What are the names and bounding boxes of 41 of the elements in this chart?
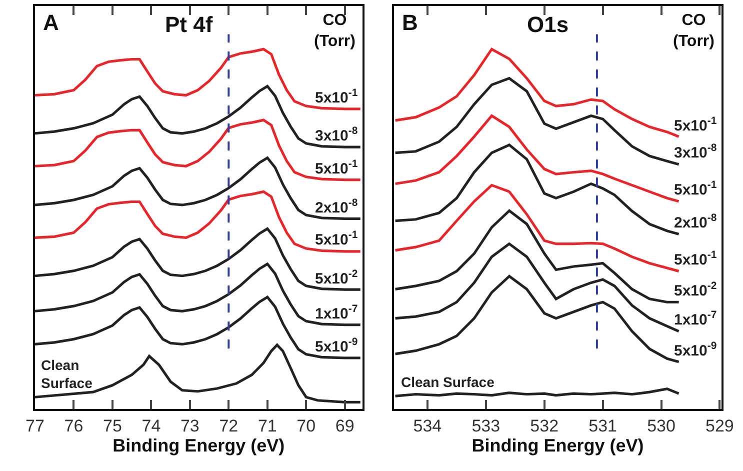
chart-title: B <box>402 10 418 35</box>
x-tick-label: 72 <box>219 416 238 436</box>
x-tick-label: 76 <box>64 416 84 436</box>
series-label: 5x10$^{-2}$ <box>674 280 717 300</box>
series-label: 5x10$^{-1}$ <box>315 87 358 106</box>
x-tick-label: 529 <box>706 416 734 436</box>
x-tick-label: 75 <box>102 416 122 436</box>
chart-title: A <box>43 10 59 35</box>
text: Pt 4f <box>165 12 214 37</box>
x-tick-label: 71 <box>258 416 277 436</box>
legend-title: CO (Torr) <box>314 12 356 50</box>
series-label: 2x10$^{-8}$ <box>315 197 358 216</box>
x-tick-label: 70 <box>296 416 316 436</box>
series-label: 2x10$^{-8}$ <box>674 212 717 232</box>
text: O1s <box>527 12 569 37</box>
series-label: Clean Surface <box>41 357 93 392</box>
x-tick-label: 73 <box>180 416 200 436</box>
x-tick-label: 530 <box>647 416 676 436</box>
series-label: 5x10$^{-9}$ <box>315 336 358 356</box>
series-label: 5x10$^{-9}$ <box>674 340 717 360</box>
series-label: Clean Surface <box>401 374 495 390</box>
series-label: 5x10$^{-1}$ <box>315 158 358 178</box>
x-tick-label: 74 <box>142 416 161 436</box>
series-label: 3x10$^{-8}$ <box>315 125 358 144</box>
series-label: 5x10$^{-1}$ <box>674 115 717 134</box>
series-label: 1x10$^{-7}$ <box>674 309 717 328</box>
series-label: 5x10$^{-1}$ <box>674 249 717 268</box>
series-label: 5x10$^{-1}$ <box>674 179 717 198</box>
series-label: 1x10$^{-7}$ <box>315 303 358 322</box>
x-tick-label: 69 <box>335 416 354 436</box>
x-tick-label: 531 <box>588 416 617 436</box>
x-axis-title: Binding Energy (eV) <box>472 435 644 456</box>
x-axis-title: Binding Energy (eV) <box>112 435 285 456</box>
x-tick-label: 534 <box>413 416 442 436</box>
x-tick-label: 77 <box>26 416 44 436</box>
legend-title: CO (Torr) <box>673 12 714 50</box>
series-label: 5x10$^{-2}$ <box>315 268 358 288</box>
series-label: 3x10$^{-8}$ <box>674 142 717 162</box>
x-tick-label: 532 <box>530 416 559 436</box>
series-label: 5x10$^{-1}$ <box>315 229 358 248</box>
x-tick-label: 533 <box>472 416 500 436</box>
